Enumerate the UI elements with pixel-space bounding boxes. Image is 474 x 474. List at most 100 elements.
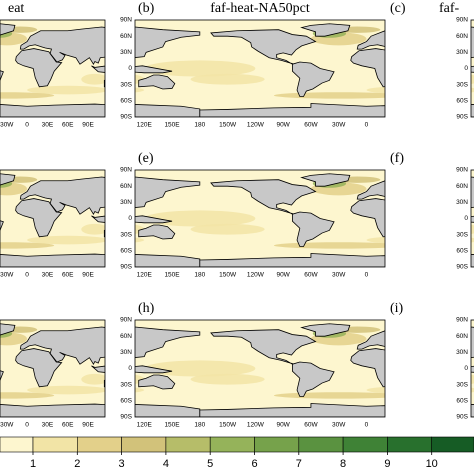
colorbar-label: 4 xyxy=(163,458,169,470)
land xyxy=(138,374,176,390)
lat-label: 30N xyxy=(456,49,468,56)
land xyxy=(138,74,176,90)
land xyxy=(471,404,474,417)
lat-label: 90S xyxy=(120,114,132,121)
land xyxy=(135,254,201,267)
land xyxy=(471,215,474,223)
land xyxy=(210,29,317,65)
lon-label: 180 xyxy=(194,272,205,279)
colorbar-bin xyxy=(342,436,388,453)
anomaly-patch xyxy=(366,86,385,94)
lat-label: 60N xyxy=(456,183,468,190)
lat-label: 60S xyxy=(456,248,468,255)
land xyxy=(300,173,351,187)
land xyxy=(91,215,105,223)
lat-label: 60N xyxy=(456,333,468,340)
lat-label: 30S xyxy=(456,81,468,88)
anomaly-patch xyxy=(366,236,385,244)
lon-label: 30W xyxy=(0,272,14,279)
land xyxy=(135,176,201,208)
anomaly-patch xyxy=(471,387,474,393)
lon-label: 0 xyxy=(25,272,29,279)
land xyxy=(135,104,201,117)
land xyxy=(356,30,385,50)
anomaly-patch xyxy=(81,73,105,85)
panel-title: faf- xyxy=(439,1,460,16)
lat-label: 0 xyxy=(128,215,132,222)
land xyxy=(0,403,105,417)
lon-label: 30E xyxy=(42,422,54,429)
land xyxy=(350,198,385,238)
anomaly-patch xyxy=(81,223,105,235)
lon-label: 0 xyxy=(25,122,29,129)
land xyxy=(19,326,105,366)
lon-label: 120W xyxy=(247,272,265,279)
anomaly-patch xyxy=(27,385,105,395)
lat-label: 0 xyxy=(464,215,468,222)
lon-label: 60W xyxy=(304,422,318,429)
land xyxy=(0,323,16,336)
lon-label: 120E xyxy=(137,272,153,279)
lon-label: 60E xyxy=(62,272,74,279)
lon-label: 150E xyxy=(164,122,180,129)
lat-label: 60N xyxy=(120,33,132,40)
colorbar-label: 8 xyxy=(340,458,346,470)
land xyxy=(210,329,317,365)
anomaly-patch xyxy=(27,235,105,245)
map-panel xyxy=(135,20,385,117)
land xyxy=(356,180,385,200)
panel-label: (c) xyxy=(390,1,406,16)
map-frame xyxy=(0,169,106,268)
anomaly-patch xyxy=(144,210,256,227)
lat-label: 60N xyxy=(456,33,468,40)
lon-label: 90W xyxy=(276,272,290,279)
map-panel xyxy=(0,320,105,417)
lat-label: 90S xyxy=(456,414,468,421)
anomaly-patch xyxy=(471,74,474,84)
anomaly-patch xyxy=(27,85,105,95)
lon-label: 180 xyxy=(194,122,205,129)
anomaly-patch xyxy=(144,360,256,377)
land xyxy=(292,361,335,397)
land xyxy=(292,211,335,247)
land xyxy=(471,365,474,373)
lat-label: 90N xyxy=(456,317,468,324)
lon-label: 30E xyxy=(42,122,54,129)
panel-label: (b) xyxy=(138,1,155,16)
anomaly-patch xyxy=(273,242,385,249)
lat-label: 30N xyxy=(120,199,132,206)
colorbar-bin xyxy=(165,436,211,453)
colorbar-bin xyxy=(387,436,432,453)
colorbar-bin xyxy=(298,436,344,453)
anomaly-patch xyxy=(135,237,145,243)
lon-label: 90E xyxy=(82,422,94,429)
lon-label: 60E xyxy=(62,422,74,429)
land xyxy=(300,323,351,337)
land xyxy=(135,26,201,58)
land xyxy=(0,370,4,381)
anomaly-patch xyxy=(366,386,385,394)
land xyxy=(19,176,105,216)
lat-label: 60S xyxy=(120,98,132,105)
land xyxy=(199,103,385,117)
land xyxy=(471,104,474,117)
lat-label: 90S xyxy=(456,114,468,121)
lat-label: 30N xyxy=(120,49,132,56)
anomaly-patch xyxy=(190,373,265,385)
lon-label: 0 xyxy=(365,122,369,129)
map-panel xyxy=(471,320,474,417)
colorbar-label: 9 xyxy=(384,458,390,470)
map-panel xyxy=(135,170,385,267)
anomaly-patch xyxy=(190,73,265,85)
lon-label: 90E xyxy=(82,272,94,279)
panel-label: (f) xyxy=(390,151,404,166)
map-panel xyxy=(0,20,105,117)
panel-label: eat xyxy=(8,1,24,16)
lat-label: 0 xyxy=(464,65,468,72)
lon-label: 120E xyxy=(137,122,153,129)
anomaly-patch xyxy=(273,92,385,99)
land xyxy=(91,365,105,373)
lat-label: 30S xyxy=(456,381,468,388)
map-frame xyxy=(470,19,474,118)
lon-label: 0 xyxy=(365,422,369,429)
